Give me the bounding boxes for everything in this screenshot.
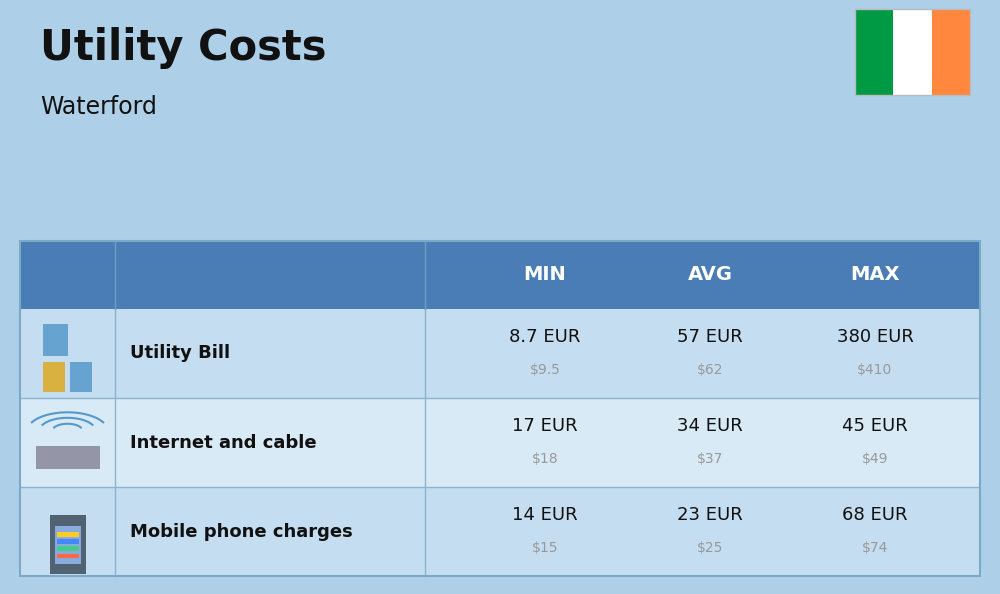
Text: $410: $410 — [857, 363, 893, 377]
Text: AVG: AVG — [688, 266, 732, 284]
Text: 380 EUR: 380 EUR — [837, 328, 913, 346]
Text: $15: $15 — [532, 541, 558, 555]
Bar — [855, 9, 893, 95]
Text: 14 EUR: 14 EUR — [512, 506, 578, 524]
Bar — [855, 9, 970, 95]
Bar — [57, 546, 79, 551]
Text: Utility Costs: Utility Costs — [40, 27, 326, 69]
Text: MIN: MIN — [524, 266, 566, 284]
Text: $74: $74 — [862, 541, 888, 555]
Text: Waterford: Waterford — [40, 95, 157, 119]
Bar — [55, 526, 80, 564]
Text: 23 EUR: 23 EUR — [677, 506, 743, 524]
Bar — [932, 9, 970, 95]
Text: $37: $37 — [697, 452, 723, 466]
Text: $18: $18 — [532, 452, 558, 466]
Text: 17 EUR: 17 EUR — [512, 417, 578, 435]
Text: Mobile phone charges: Mobile phone charges — [130, 523, 353, 541]
Bar — [50, 515, 86, 574]
Text: Utility Bill: Utility Bill — [130, 345, 230, 362]
Text: 34 EUR: 34 EUR — [677, 417, 743, 435]
Bar — [893, 9, 932, 95]
Bar — [20, 398, 980, 487]
Bar — [70, 362, 92, 392]
Bar — [42, 362, 64, 392]
Bar — [20, 487, 980, 576]
Bar — [57, 532, 79, 537]
Text: 68 EUR: 68 EUR — [842, 506, 908, 524]
Text: $49: $49 — [862, 452, 888, 466]
Text: $62: $62 — [697, 363, 723, 377]
Bar — [57, 554, 79, 558]
Bar — [57, 539, 79, 544]
Text: 8.7 EUR: 8.7 EUR — [509, 328, 581, 346]
Bar — [20, 241, 980, 576]
Bar — [20, 309, 980, 398]
Text: Internet and cable: Internet and cable — [130, 434, 317, 451]
Bar — [36, 446, 100, 469]
Bar — [20, 241, 980, 309]
Text: $25: $25 — [697, 541, 723, 555]
Text: $9.5: $9.5 — [530, 363, 560, 377]
Text: 45 EUR: 45 EUR — [842, 417, 908, 435]
Text: 57 EUR: 57 EUR — [677, 328, 743, 346]
Bar — [42, 324, 68, 356]
Text: MAX: MAX — [850, 266, 900, 284]
